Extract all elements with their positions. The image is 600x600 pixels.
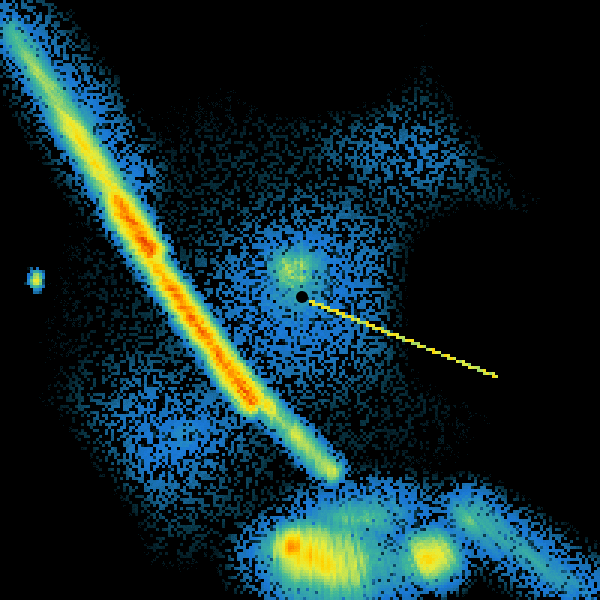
radar-image-viewport[interactable]: Weather Radar Reflectivity PPI Base Refl…	[0, 0, 600, 600]
radar-reflectivity-canvas[interactable]	[0, 0, 600, 600]
